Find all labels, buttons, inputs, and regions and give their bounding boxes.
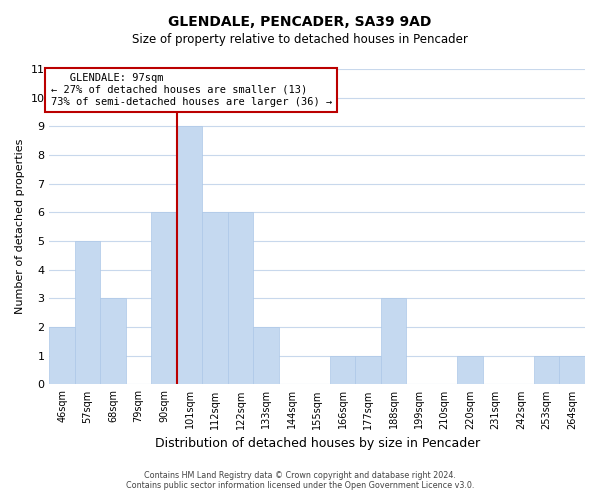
Bar bbox=[457, 356, 483, 384]
X-axis label: Distribution of detached houses by size in Pencader: Distribution of detached houses by size … bbox=[155, 437, 480, 450]
Bar bbox=[75, 241, 100, 384]
Bar bbox=[202, 212, 228, 384]
Bar bbox=[228, 212, 253, 384]
Text: Contains HM Land Registry data © Crown copyright and database right 2024.
Contai: Contains HM Land Registry data © Crown c… bbox=[126, 470, 474, 490]
Text: GLENDALE, PENCADER, SA39 9AD: GLENDALE, PENCADER, SA39 9AD bbox=[169, 15, 431, 29]
Bar bbox=[559, 356, 585, 384]
Bar bbox=[49, 327, 75, 384]
Bar bbox=[355, 356, 381, 384]
Text: Size of property relative to detached houses in Pencader: Size of property relative to detached ho… bbox=[132, 32, 468, 46]
Bar bbox=[381, 298, 406, 384]
Bar bbox=[100, 298, 126, 384]
Bar bbox=[177, 126, 202, 384]
Text: GLENDALE: 97sqm
← 27% of detached houses are smaller (13)
73% of semi-detached h: GLENDALE: 97sqm ← 27% of detached houses… bbox=[50, 74, 332, 106]
Bar bbox=[151, 212, 177, 384]
Y-axis label: Number of detached properties: Number of detached properties bbox=[15, 139, 25, 314]
Bar bbox=[330, 356, 355, 384]
Bar bbox=[534, 356, 559, 384]
Bar bbox=[253, 327, 279, 384]
